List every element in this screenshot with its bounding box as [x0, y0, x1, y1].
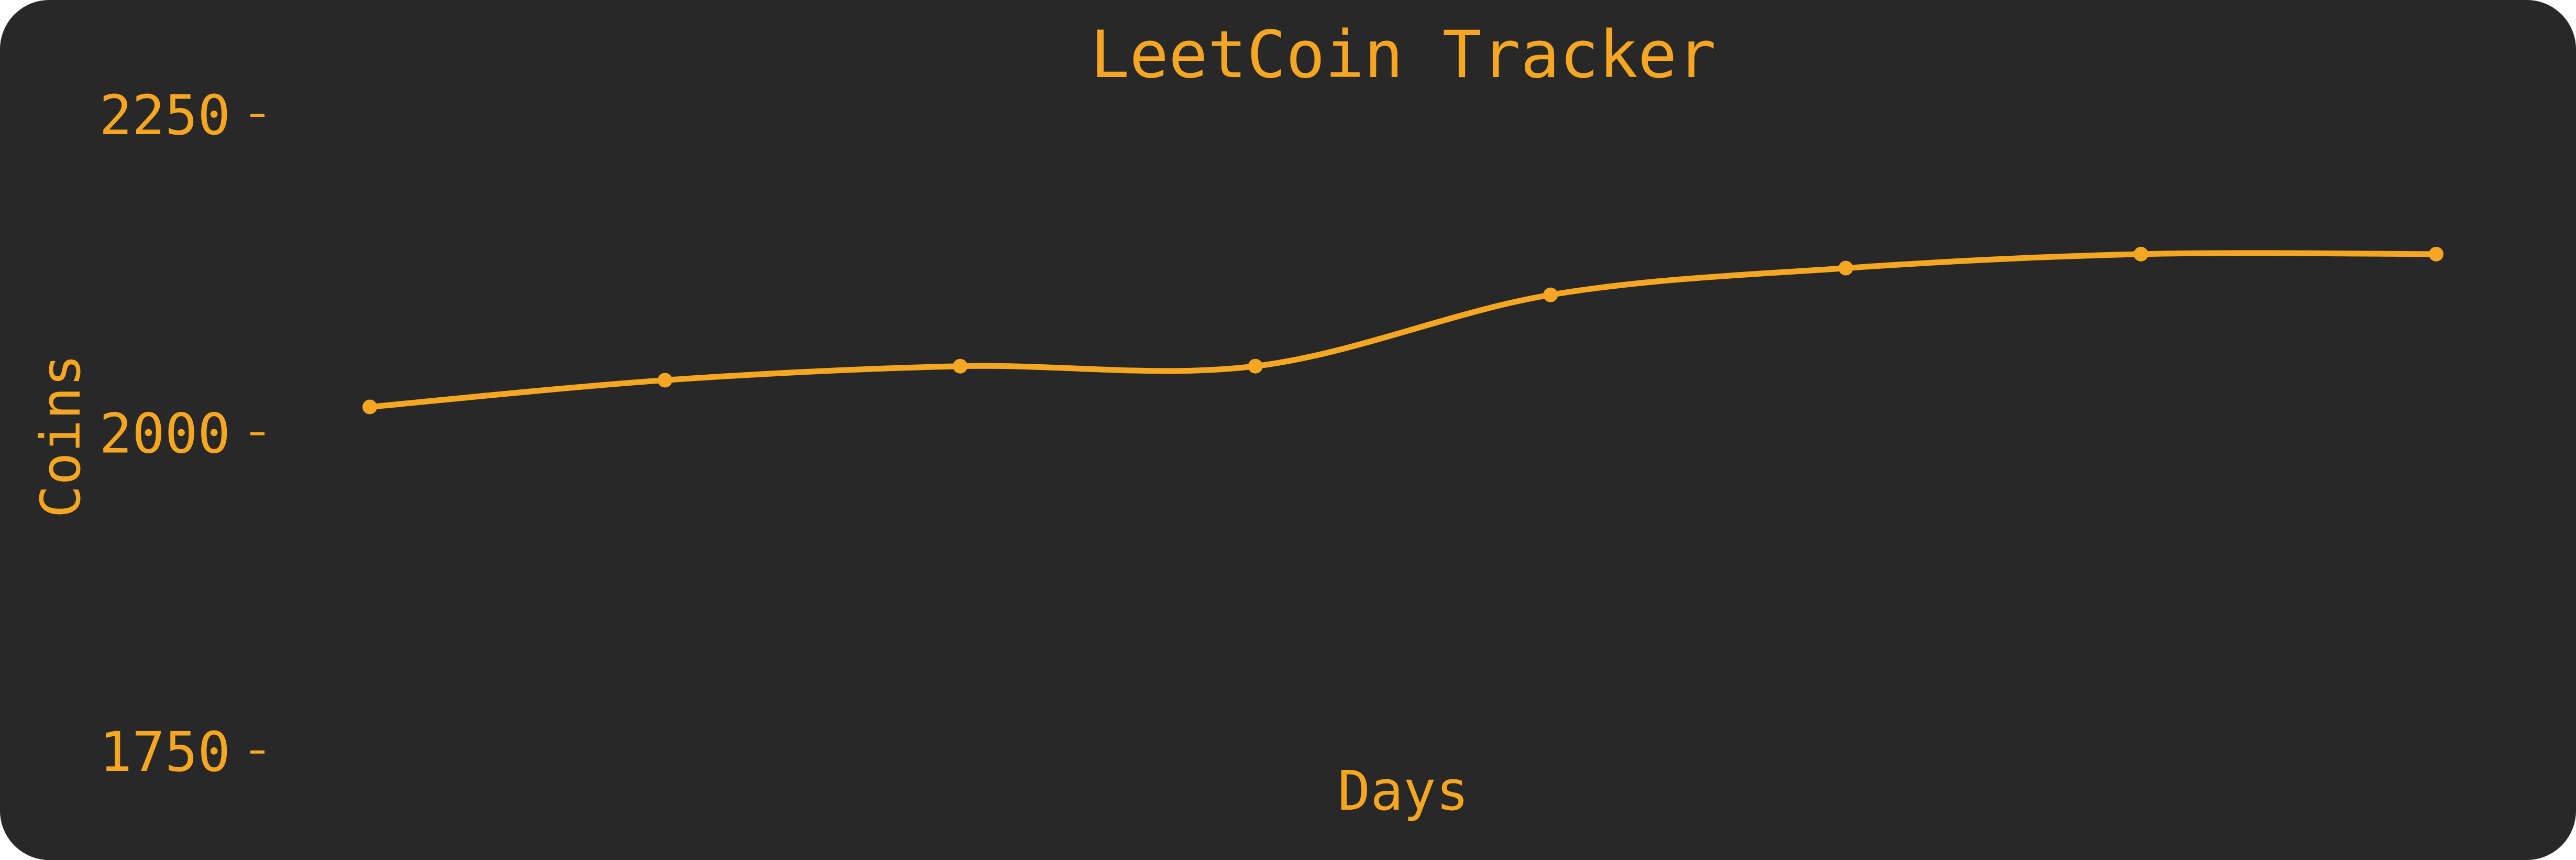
- series-layer: [362, 247, 2443, 415]
- data-point: [2133, 247, 2148, 262]
- series-line: [370, 253, 2436, 407]
- data-point: [953, 359, 967, 374]
- data-point: [658, 373, 673, 387]
- data-point: [2429, 247, 2443, 262]
- y-tick-label: 2000: [100, 402, 230, 466]
- y-tick-label: 2250: [100, 83, 230, 147]
- chart-title: LeetCoin Tracker: [1091, 17, 1716, 93]
- y-axis: 2250 2000 1750: [100, 83, 265, 784]
- data-point: [362, 399, 377, 414]
- data-point: [1543, 288, 1558, 302]
- y-tick-label: 1750: [100, 720, 230, 784]
- data-point: [1839, 261, 1853, 276]
- y-axis-label: Coins: [29, 354, 93, 518]
- data-point: [1248, 359, 1263, 374]
- x-axis-label: Days: [1338, 759, 1469, 823]
